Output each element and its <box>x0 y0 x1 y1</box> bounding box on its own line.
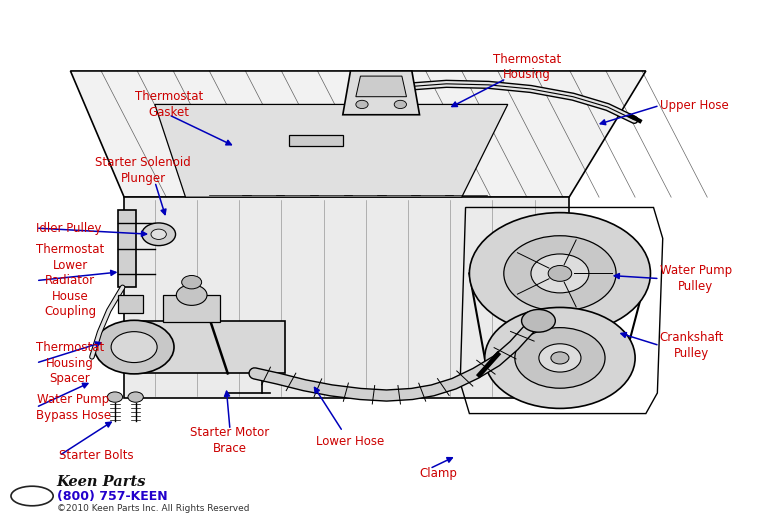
Circle shape <box>182 276 202 289</box>
Circle shape <box>111 332 157 363</box>
Polygon shape <box>136 321 285 373</box>
Text: Thermostat
Gasket: Thermostat Gasket <box>135 90 203 119</box>
Text: Thermostat
Housing: Thermostat Housing <box>493 52 561 81</box>
Polygon shape <box>289 135 343 146</box>
Text: Starter Bolts: Starter Bolts <box>59 449 133 462</box>
Text: Thermostat
Lower
Radiator
House
Coupling: Thermostat Lower Radiator House Coupling <box>36 243 104 318</box>
Circle shape <box>128 392 143 402</box>
Polygon shape <box>124 197 569 398</box>
Polygon shape <box>343 71 420 115</box>
Text: ©2010 Keen Parts Inc. All Rights Reserved: ©2010 Keen Parts Inc. All Rights Reserve… <box>57 505 249 513</box>
Circle shape <box>548 266 571 281</box>
Polygon shape <box>118 210 136 287</box>
Text: Thermostat
Housing
Spacer: Thermostat Housing Spacer <box>36 341 104 385</box>
Circle shape <box>485 307 635 408</box>
Polygon shape <box>155 105 507 197</box>
Text: (800) 757-KEEN: (800) 757-KEEN <box>57 490 167 503</box>
Circle shape <box>521 309 555 332</box>
Text: Starter Motor
Brace: Starter Motor Brace <box>190 426 270 455</box>
Text: Water Pump
Bypass Hose: Water Pump Bypass Hose <box>36 393 111 422</box>
Circle shape <box>515 327 605 388</box>
Circle shape <box>531 254 589 293</box>
Text: Water Pump
Pulley: Water Pump Pulley <box>660 264 732 293</box>
Circle shape <box>551 352 569 364</box>
Polygon shape <box>70 71 646 197</box>
Text: Crankshaft
Pulley: Crankshaft Pulley <box>660 332 724 360</box>
Text: Upper Hose: Upper Hose <box>660 99 728 112</box>
Circle shape <box>107 392 122 402</box>
Text: Starter Solenoid
Plunger: Starter Solenoid Plunger <box>95 156 191 184</box>
Polygon shape <box>118 295 143 313</box>
Text: Keen Parts: Keen Parts <box>57 474 146 488</box>
Circle shape <box>151 229 166 239</box>
Circle shape <box>539 344 581 372</box>
Polygon shape <box>356 76 407 97</box>
Circle shape <box>356 100 368 109</box>
Circle shape <box>142 223 176 246</box>
Circle shape <box>176 285 207 306</box>
Text: Lower Hose: Lower Hose <box>316 436 384 449</box>
Circle shape <box>504 236 616 311</box>
Circle shape <box>470 212 651 334</box>
Text: Clamp: Clamp <box>420 467 457 480</box>
Circle shape <box>94 320 174 374</box>
Text: Idler Pulley: Idler Pulley <box>36 222 102 235</box>
Circle shape <box>394 100 407 109</box>
Polygon shape <box>162 295 220 322</box>
